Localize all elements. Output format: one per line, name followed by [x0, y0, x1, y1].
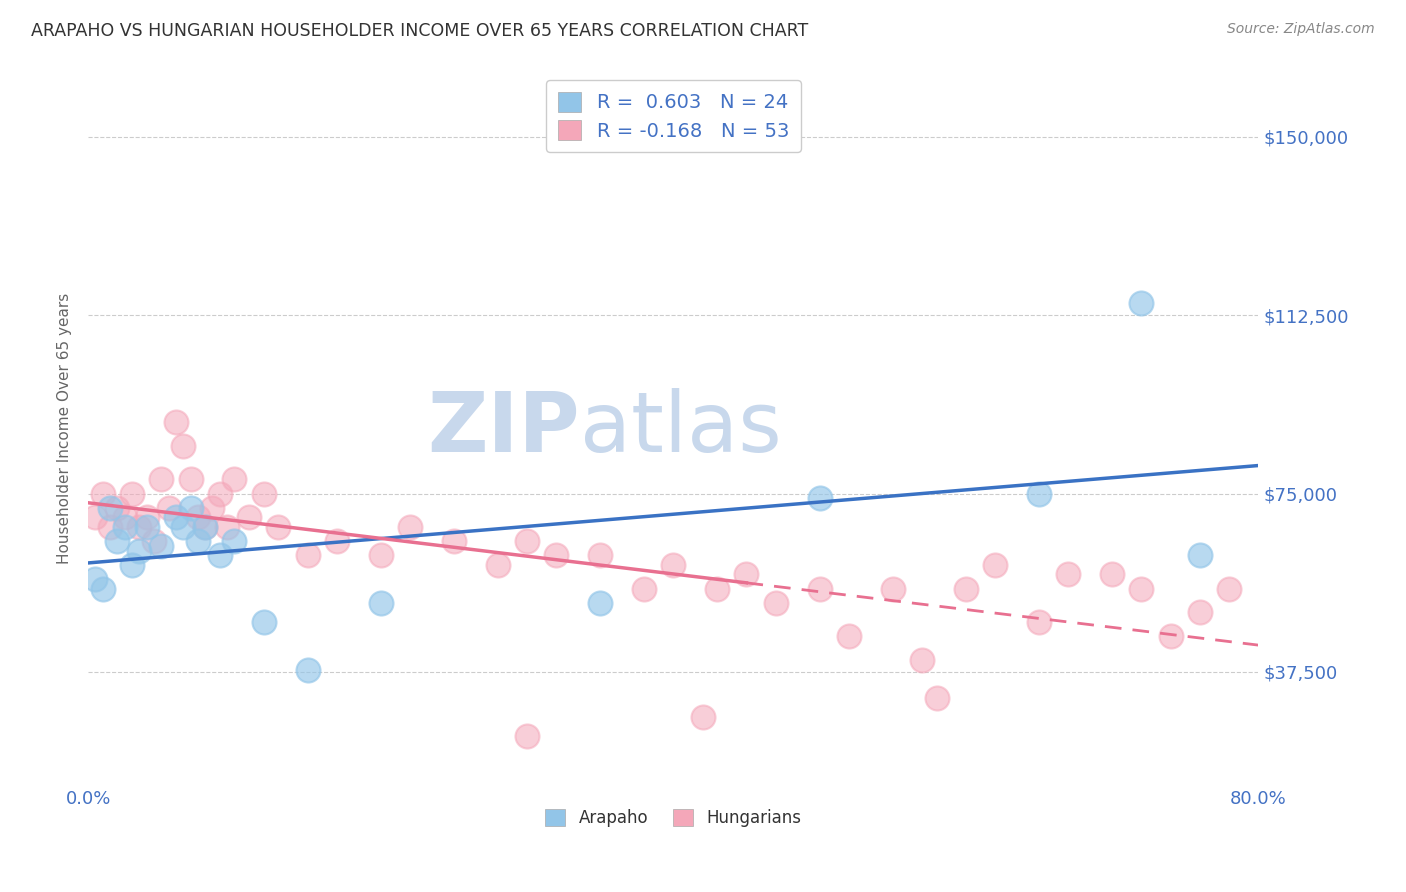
Point [735, 567, 758, 582]
Point [1028, 486, 1050, 500]
Point [1130, 582, 1153, 596]
Point [326, 534, 349, 549]
Point [1028, 615, 1050, 629]
Point [955, 582, 977, 596]
Point [238, 510, 260, 524]
Point [172, 520, 194, 534]
Point [253, 486, 276, 500]
Point [165, 510, 187, 524]
Point [224, 472, 246, 486]
Point [765, 596, 787, 610]
Point [187, 534, 209, 549]
Point [267, 520, 290, 534]
Point [589, 596, 612, 610]
Point [121, 486, 143, 500]
Point [399, 520, 422, 534]
Point [1160, 629, 1182, 643]
Point [1188, 549, 1211, 563]
Point [107, 534, 129, 549]
Point [911, 653, 934, 667]
Point [589, 549, 612, 563]
Point [984, 558, 1007, 572]
Point [443, 534, 465, 549]
Point [516, 534, 538, 549]
Text: Source: ZipAtlas.com: Source: ZipAtlas.com [1227, 22, 1375, 37]
Point [114, 520, 136, 534]
Point [208, 549, 231, 563]
Point [91, 582, 114, 596]
Point [157, 500, 180, 515]
Text: ARAPAHO VS HUNGARIAN HOUSEHOLDER INCOME OVER 65 YEARS CORRELATION CHART: ARAPAHO VS HUNGARIAN HOUSEHOLDER INCOME … [31, 22, 808, 40]
Point [662, 558, 685, 572]
Point [808, 491, 831, 506]
Point [692, 710, 714, 724]
Point [107, 500, 129, 515]
Point [128, 520, 150, 534]
Point [925, 691, 948, 706]
Point [150, 539, 173, 553]
Point [486, 558, 509, 572]
Legend: Arapaho, Hungarians: Arapaho, Hungarians [538, 802, 808, 834]
Point [546, 549, 568, 563]
Text: ZIP: ZIP [427, 388, 579, 468]
Point [135, 520, 157, 534]
Point [135, 510, 157, 524]
Point [91, 486, 114, 500]
Point [370, 549, 392, 563]
Point [1188, 606, 1211, 620]
Y-axis label: Householder Income Over 65 years: Householder Income Over 65 years [58, 293, 72, 564]
Point [194, 520, 217, 534]
Point [808, 582, 831, 596]
Point [297, 663, 319, 677]
Point [194, 520, 217, 534]
Point [187, 510, 209, 524]
Point [165, 415, 187, 429]
Point [180, 472, 202, 486]
Point [516, 729, 538, 743]
Point [1101, 567, 1123, 582]
Point [98, 500, 121, 515]
Point [84, 572, 107, 586]
Point [143, 534, 166, 549]
Point [297, 549, 319, 563]
Point [838, 629, 860, 643]
Point [370, 596, 392, 610]
Point [633, 582, 655, 596]
Point [98, 520, 121, 534]
Point [1218, 582, 1240, 596]
Point [208, 486, 231, 500]
Point [217, 520, 239, 534]
Point [1130, 296, 1153, 310]
Point [128, 543, 150, 558]
Point [224, 534, 246, 549]
Point [253, 615, 276, 629]
Point [84, 510, 107, 524]
Point [172, 439, 194, 453]
Point [706, 582, 728, 596]
Point [150, 472, 173, 486]
Point [121, 558, 143, 572]
Point [201, 500, 224, 515]
Text: atlas: atlas [579, 388, 782, 468]
Point [882, 582, 904, 596]
Point [1057, 567, 1080, 582]
Point [114, 510, 136, 524]
Point [180, 500, 202, 515]
